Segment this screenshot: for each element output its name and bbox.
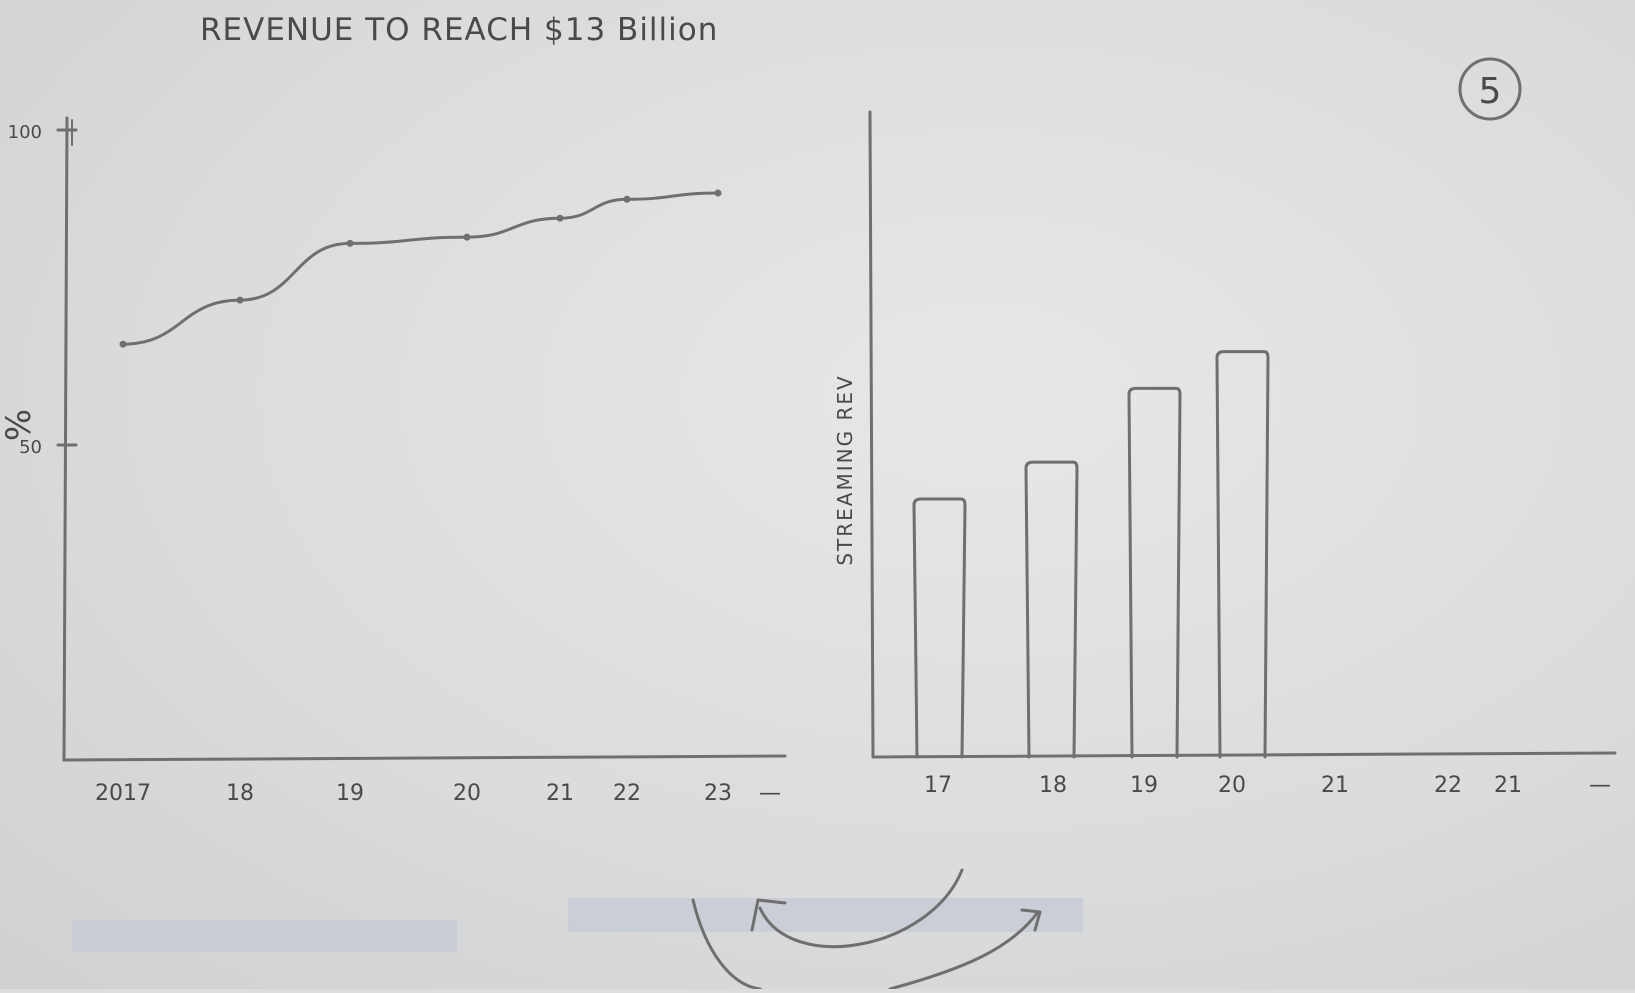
bar [912,497,967,759]
line-series-path [121,191,720,346]
bar-chart-x-tick-label: 19 [1130,773,1158,798]
smudge-left [72,920,457,952]
bar-chart-x-axis [871,751,1617,759]
line-chart-x-tick-label: 19 [336,781,364,806]
line-data-point [714,189,722,197]
arrowhead-right-icon [1020,908,1042,932]
line-data-point [119,340,127,348]
line-chart-x-axis [62,754,787,762]
bar [1024,460,1079,759]
line-chart-x-tick-label: 22 [613,781,641,806]
bar-chart-x-tick-label: — [1589,773,1611,798]
page-number: 5 [1479,71,1502,112]
line-chart-y-axis-label: % [0,409,39,441]
swap-arc-right [888,910,1040,991]
line-data-point [463,233,471,241]
transition-sketch [72,868,1083,991]
line-chart-y-axis [62,116,69,762]
line-chart: 50 100 2017 18 19 20 21 22 23 — % [0,116,787,806]
line-chart-y-tick-label: 50 [19,437,42,458]
line-chart-x-tick-label: 2017 [95,781,151,806]
line-data-point [236,296,244,304]
line-chart-x-tick-label: — [759,781,781,806]
line-chart-x-tick-label: 20 [453,781,481,806]
bar-chart-x-tick-label: 21 [1494,773,1522,798]
line-chart-x-tick-label: 21 [546,781,574,806]
swap-arc-top [758,868,964,949]
bar-chart-y-axis [868,110,875,759]
bar-chart: 17 18 19 20 21 22 21 — STREAMING REV [833,110,1617,798]
line-data-point [346,239,354,247]
line-data-point [623,195,631,203]
bar-chart-x-tick-label: 21 [1321,773,1349,798]
bar-chart-x-tick-label: 22 [1434,773,1462,798]
line-chart-y-tick-label: 100 [8,122,42,143]
line-chart-x-tick-label: 18 [226,781,254,806]
swap-arc-bottom [691,898,762,991]
line-chart-title: REVENUE TO REACH $13 Billion [200,12,718,48]
bar [1127,386,1182,759]
bar-chart-y-axis-label: STREAMING REV [833,374,857,565]
bar-chart-x-tick-label: 20 [1218,773,1246,798]
arrowhead-left-icon [750,898,787,932]
line-chart-x-tick-label: 23 [704,781,732,806]
bar-chart-x-tick-label: 18 [1039,773,1067,798]
bar [1215,350,1270,759]
bar-chart-x-tick-label: 17 [924,773,952,798]
line-data-point [556,214,564,222]
smudge-middle [568,898,1083,932]
page-number-circle [1458,57,1522,121]
